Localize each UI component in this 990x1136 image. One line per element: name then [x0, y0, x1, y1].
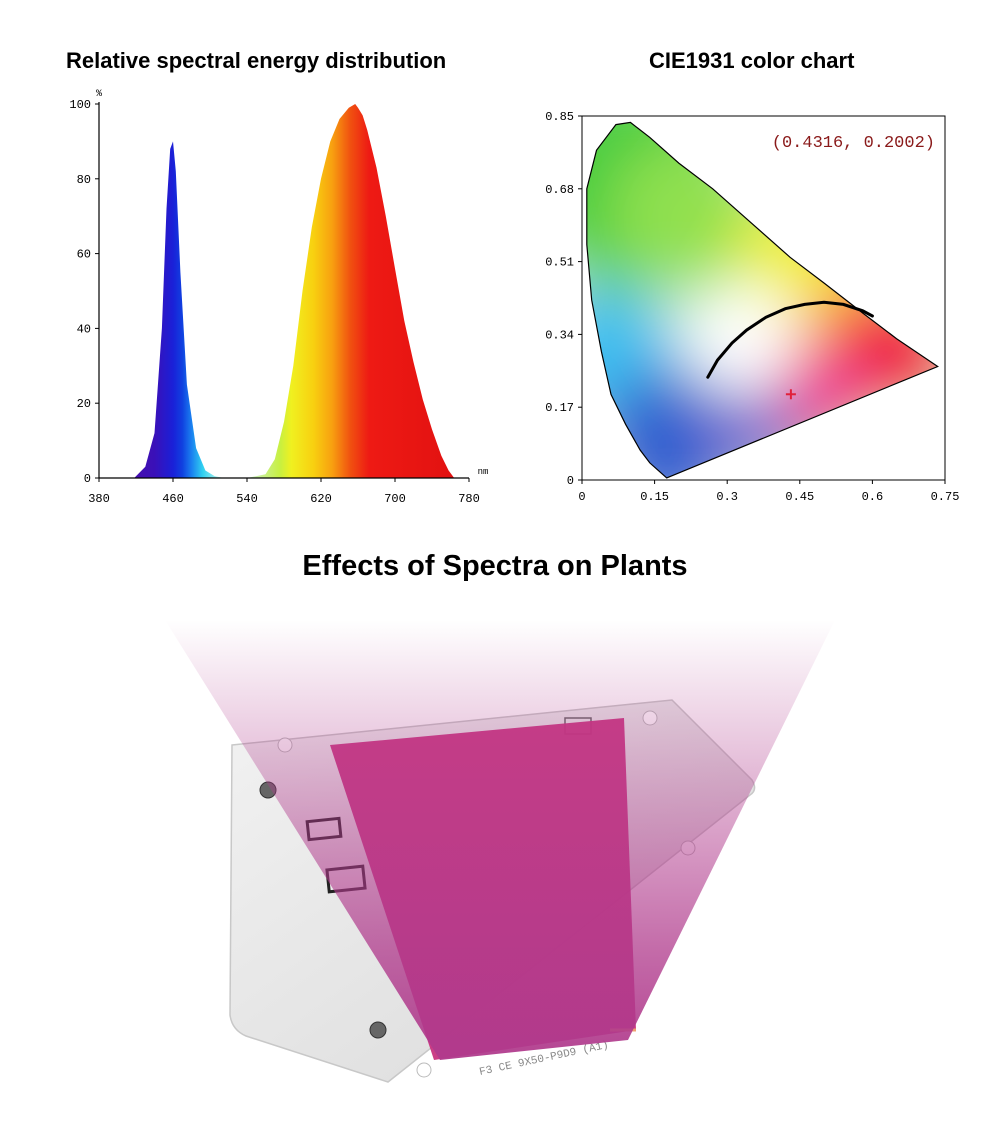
cie-y-tick-label: 0.34 [545, 328, 574, 342]
spectral-chart-title: Relative spectral energy distribution [66, 48, 447, 73]
cie-y-tick-label: 0.17 [545, 401, 574, 415]
y-tick-label: 20 [77, 397, 91, 411]
x-tick-label: 540 [236, 492, 258, 506]
spectral-chart: 0 20 40 60 80 100 380 460 540 620 700 780% nm [69, 89, 489, 506]
x-axis-unit: nm [478, 467, 489, 477]
planckian-locus [706, 300, 874, 379]
x-tick-label: 780 [458, 492, 480, 506]
cie-x-tick-label: 0 [578, 490, 585, 504]
x-tick-label: 460 [162, 492, 184, 506]
cie-x-tick-label: 0.3 [716, 490, 738, 504]
cie-chart-title: CIE1931 color chart [649, 48, 855, 73]
spectrum-area [134, 104, 455, 478]
y-tick-label: 40 [77, 322, 91, 336]
cie-chart: (0.4316, 0.2002) 0 0.17 0.34 0.51 0.68 0.85 0 0.… [545, 110, 960, 504]
light-beam [165, 620, 835, 1060]
cie-y-tick-label: 0.85 [545, 110, 574, 124]
effects-heading: Effects of Spectra on Plants [302, 550, 688, 582]
y-tick-label: 0 [84, 472, 91, 486]
spectral-locus [586, 121, 939, 479]
cie-y-tick-label: 0.51 [545, 256, 574, 270]
y-tick-label: 60 [77, 248, 91, 262]
x-tick-label: 620 [310, 492, 332, 506]
y-axis-unit: % [96, 89, 102, 100]
cie-x-tick-label: 0.6 [862, 490, 884, 504]
x-tick-label: 700 [384, 492, 406, 506]
cie-y-tick-label: 0 [567, 474, 574, 488]
cie-x-tick-label: 0.15 [640, 490, 669, 504]
y-tick-label: 80 [77, 173, 91, 187]
cie-x-tick-label: 0.75 [931, 490, 960, 504]
cie-y-tick-label: 0.68 [545, 183, 574, 197]
y-tick-label: 100 [69, 98, 91, 112]
chromaticity-annotation: (0.4316, 0.2002) [772, 134, 935, 153]
cie-x-tick-label: 0.45 [785, 490, 814, 504]
x-tick-label: 380 [88, 492, 110, 506]
